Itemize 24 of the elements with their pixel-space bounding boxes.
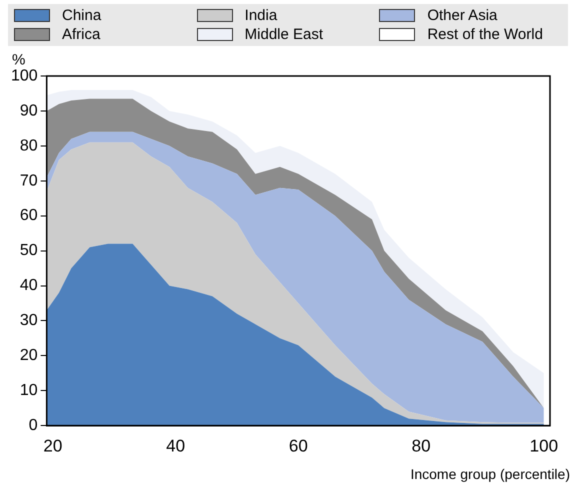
x-tick-label: 100: [530, 436, 558, 456]
text: Rest of the World: [427, 26, 543, 43]
y-axis-title: %: [12, 52, 26, 69]
x-tick-label: 80: [412, 436, 431, 456]
x-tick-label: 60: [288, 436, 308, 456]
y-tick-label: 50: [20, 242, 38, 260]
legend-label: India: [244, 7, 278, 24]
y-tick-label: 20: [20, 347, 38, 364]
y-tick-label: 10: [20, 382, 38, 400]
x-axis-title: Income group (percentile): [410, 466, 570, 482]
x-tick-label: 40: [166, 436, 186, 456]
y-tick-label: 90: [20, 102, 38, 120]
legend-label: Africa: [62, 26, 100, 43]
legend-label: China: [62, 7, 102, 24]
x-tick-label: 20: [43, 436, 62, 456]
y-tick-label: 40: [20, 277, 38, 294]
y-tick-label: 70: [20, 172, 38, 190]
y-tick-label: 80: [20, 137, 38, 154]
y-tick-label: 0: [28, 417, 38, 434]
y-tick-label: 30: [20, 312, 38, 330]
legend-label: Other Asia: [427, 7, 498, 24]
text: Middle East: [244, 26, 324, 43]
y-tick-label: 100: [10, 67, 38, 84]
y-tick-label: 60: [20, 207, 38, 224]
